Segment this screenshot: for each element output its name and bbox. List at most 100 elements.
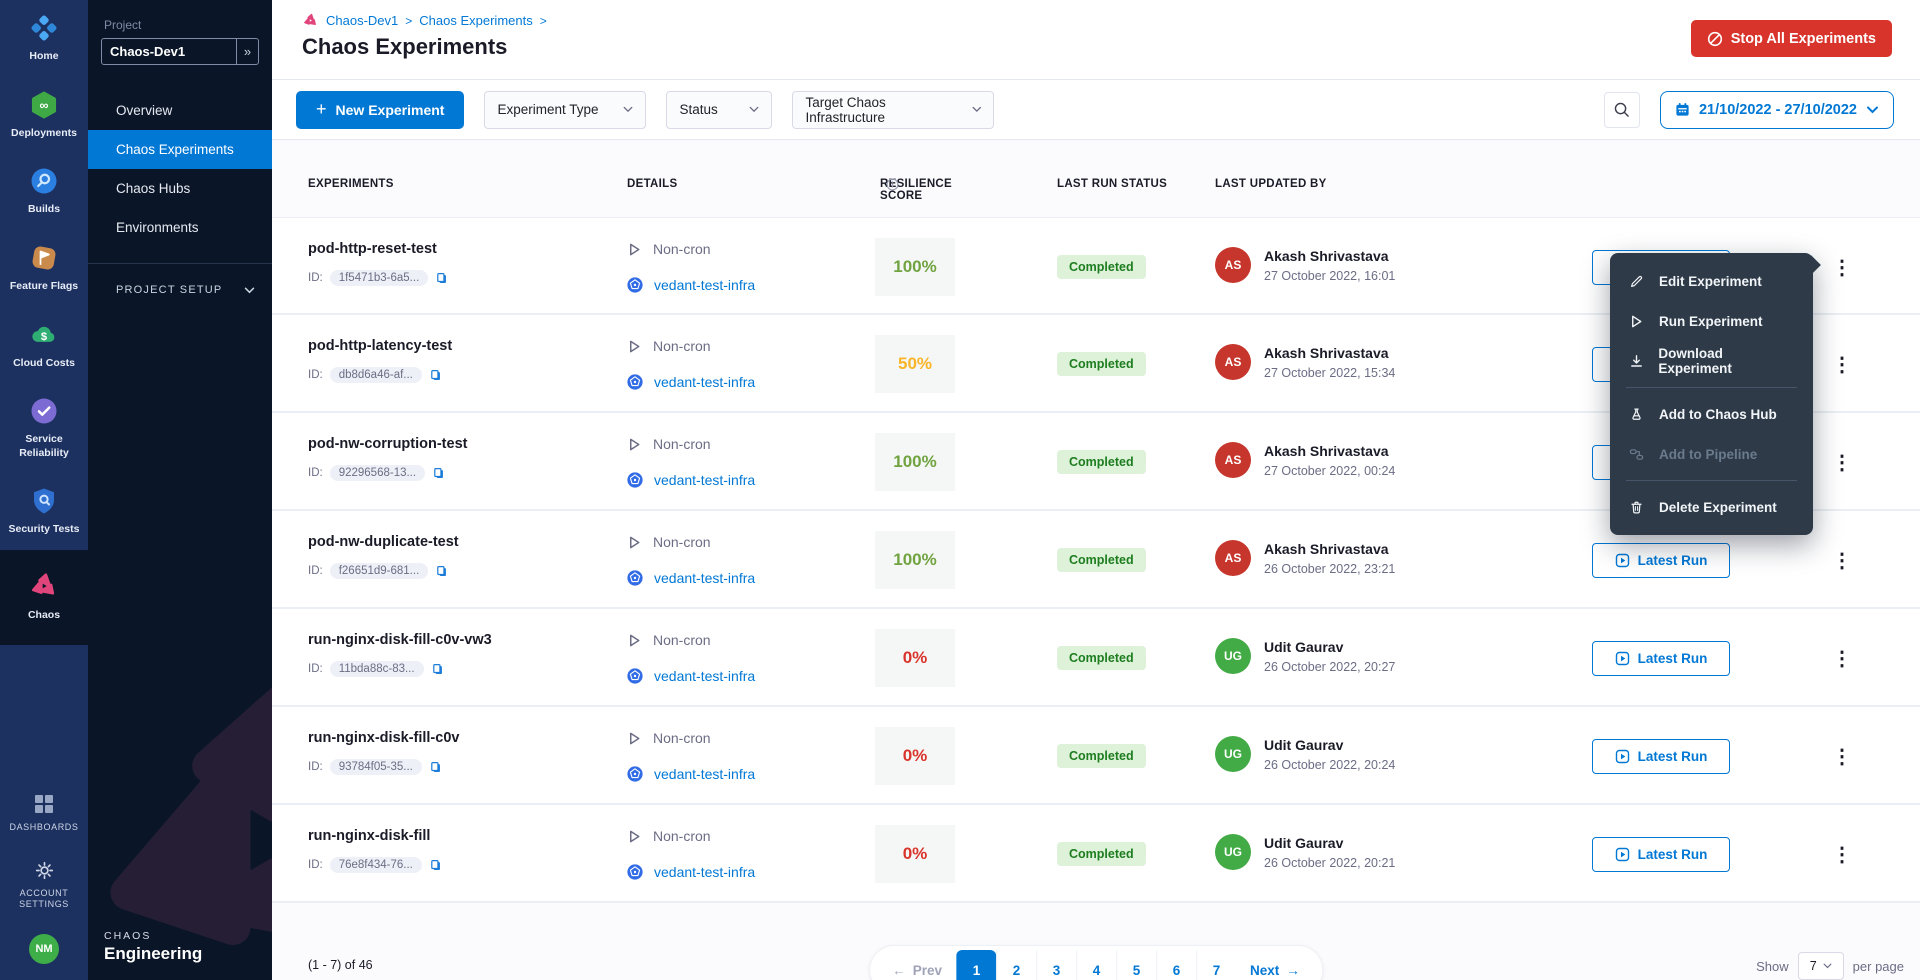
target-infrastructure-filter[interactable]: Target Chaos Infrastructure [792, 91, 994, 129]
experiment-name[interactable]: pod-nw-duplicate-test [308, 534, 459, 550]
row-menu-button[interactable]: ⋮ [1828, 837, 1856, 871]
nav-item-environments[interactable]: Environments [88, 208, 272, 247]
copy-icon[interactable] [431, 662, 445, 677]
chevron-down-icon [1866, 106, 1879, 114]
row-menu-button[interactable]: ⋮ [1828, 739, 1856, 773]
row-menu-button[interactable]: ⋮ [1828, 347, 1856, 381]
stop-all-experiments-button[interactable]: Stop All Experiments [1691, 20, 1892, 57]
latest-run-button[interactable]: Latest Run [1592, 739, 1730, 774]
page-button-2[interactable]: 2 [996, 950, 1036, 980]
experiment-id-label: ID: [308, 272, 323, 284]
infrastructure-link[interactable]: vedant-test-infra [654, 277, 755, 293]
experiment-name[interactable]: pod-nw-corruption-test [308, 436, 467, 452]
page-button-5[interactable]: 5 [1116, 950, 1156, 980]
table-row: run-nginx-disk-fill-c0v-vw3 ID: 11bda88c… [272, 609, 1920, 707]
resilience-score: 50% [875, 335, 955, 393]
chevron-down-icon [623, 106, 633, 113]
non-cron-icon [627, 339, 642, 354]
breadcrumb-project-link[interactable]: Chaos-Dev1 [326, 13, 398, 28]
infrastructure-link[interactable]: vedant-test-infra [654, 570, 755, 586]
infrastructure-link[interactable]: vedant-test-infra [654, 864, 755, 880]
details-cell: Non-cron vedant-test-infra [627, 630, 755, 686]
expand-project-icon[interactable]: » [236, 39, 258, 64]
experiment-name[interactable]: pod-http-reset-test [308, 241, 449, 257]
breadcrumb-section-link[interactable]: Chaos Experiments [419, 13, 532, 28]
date-range-picker[interactable]: 21/10/2022 - 27/10/2022 [1660, 91, 1894, 129]
home-icon [29, 13, 59, 43]
infrastructure-link[interactable]: vedant-test-infra [654, 374, 755, 390]
copy-icon[interactable] [435, 271, 449, 286]
chevron-down-icon [1823, 963, 1832, 969]
search-button[interactable] [1604, 92, 1640, 128]
svg-text:$: $ [41, 330, 48, 342]
sidebar-item-feature-flags[interactable]: Feature Flags [0, 230, 88, 307]
nav-item-chaos-hubs[interactable]: Chaos Hubs [88, 169, 272, 208]
row-menu-button[interactable]: ⋮ [1828, 543, 1856, 577]
row-menu-button[interactable]: ⋮ [1828, 250, 1856, 284]
sidebar-item-account-settings[interactable]: ACCOUNT SETTINGS [0, 847, 88, 924]
infrastructure-link[interactable]: vedant-test-infra [654, 766, 755, 782]
sidebar-item-service-reliability[interactable]: Service Reliability [0, 383, 88, 473]
sidebar-item-security-tests[interactable]: Security Tests [0, 473, 88, 550]
nav-item-chaos-experiments[interactable]: Chaos Experiments [88, 130, 272, 169]
sidebar-item-chaos[interactable]: Chaos [0, 550, 88, 645]
details-cell: Non-cron vedant-test-infra [627, 728, 755, 784]
copy-icon[interactable] [429, 858, 443, 873]
experiment-type-filter[interactable]: Experiment Type [484, 91, 646, 129]
page-button-6[interactable]: 6 [1156, 950, 1196, 980]
sidebar-item-home[interactable]: Home [0, 0, 88, 77]
sidebar-item-builds[interactable]: Builds [0, 153, 88, 230]
experiment-name[interactable]: pod-http-latency-test [308, 338, 452, 354]
copy-icon[interactable] [429, 368, 443, 383]
copy-icon[interactable] [435, 564, 449, 579]
svg-text:∞: ∞ [40, 98, 49, 112]
status-badge: Completed [1057, 352, 1146, 376]
page-button-1[interactable]: 1 [956, 950, 996, 980]
updated-date: 26 October 2022, 20:24 [1264, 758, 1395, 772]
experiment-cell: run-nginx-disk-fill-c0v ID: 93784f05-35.… [308, 730, 459, 775]
resilience-score-value: 100% [893, 257, 936, 277]
sidebar-item-dashboards[interactable]: DASHBOARDS [0, 780, 88, 847]
latest-run-button[interactable]: Latest Run [1592, 641, 1730, 676]
brand: CHAOS Engineering [104, 930, 202, 964]
latest-run-button[interactable]: Latest Run [1592, 543, 1730, 578]
user-avatar[interactable]: NM [29, 934, 59, 964]
prev-page-button[interactable]: ←Prev [878, 963, 956, 978]
pagination: ←Prev 1 2 3 4 5 6 7 Next→ [869, 945, 1323, 980]
menu-item-add-to-chaos-hub[interactable]: Add to Chaos Hub [1610, 394, 1813, 434]
experiment-id: 76e8f434-76... [330, 857, 422, 873]
resilience-score-value: 100% [893, 550, 936, 570]
per-page-select[interactable]: 7 [1798, 952, 1844, 980]
page-button-4[interactable]: 4 [1076, 950, 1116, 980]
row-menu-button[interactable]: ⋮ [1828, 641, 1856, 675]
info-icon[interactable] [886, 178, 899, 194]
project-setup-toggle[interactable]: PROJECT SETUP [88, 284, 272, 296]
copy-icon[interactable] [432, 466, 446, 481]
status-filter[interactable]: Status [666, 91, 772, 129]
new-experiment-button[interactable]: + New Experiment [296, 91, 464, 129]
row-menu-button[interactable]: ⋮ [1828, 445, 1856, 479]
download-icon [1628, 354, 1644, 369]
infrastructure-link[interactable]: vedant-test-infra [654, 668, 755, 684]
status-badge: Completed [1057, 842, 1146, 866]
copy-icon[interactable] [429, 760, 443, 775]
menu-item-edit-experiment[interactable]: Edit Experiment [1610, 261, 1813, 301]
menu-item-download-experiment[interactable]: Download Experiment [1610, 341, 1813, 381]
menu-item-delete-experiment[interactable]: Delete Experiment [1610, 487, 1813, 527]
infrastructure-link[interactable]: vedant-test-infra [654, 472, 755, 488]
experiment-name[interactable]: run-nginx-disk-fill-c0v [308, 730, 459, 746]
experiment-name[interactable]: run-nginx-disk-fill [308, 828, 443, 844]
next-page-button[interactable]: Next→ [1236, 963, 1314, 978]
page-button-3[interactable]: 3 [1036, 950, 1076, 980]
menu-item-run-experiment[interactable]: Run Experiment [1610, 301, 1813, 341]
page-button-7[interactable]: 7 [1196, 950, 1236, 980]
latest-run-button[interactable]: Latest Run [1592, 837, 1730, 872]
experiment-name[interactable]: run-nginx-disk-fill-c0v-vw3 [308, 632, 492, 648]
nav-item-overview[interactable]: Overview [88, 91, 272, 130]
sidebar-item-cloud-costs[interactable]: $ Cloud Costs [0, 307, 88, 384]
sidebar-item-deployments[interactable]: ∞ Deployments [0, 77, 88, 154]
project-selector[interactable]: Chaos-Dev1 » [101, 38, 259, 65]
non-cron-icon [627, 437, 642, 452]
schedule-type: Non-cron [653, 338, 711, 354]
experiment-context-menu: Edit Experiment Run Experiment Download … [1610, 253, 1813, 535]
